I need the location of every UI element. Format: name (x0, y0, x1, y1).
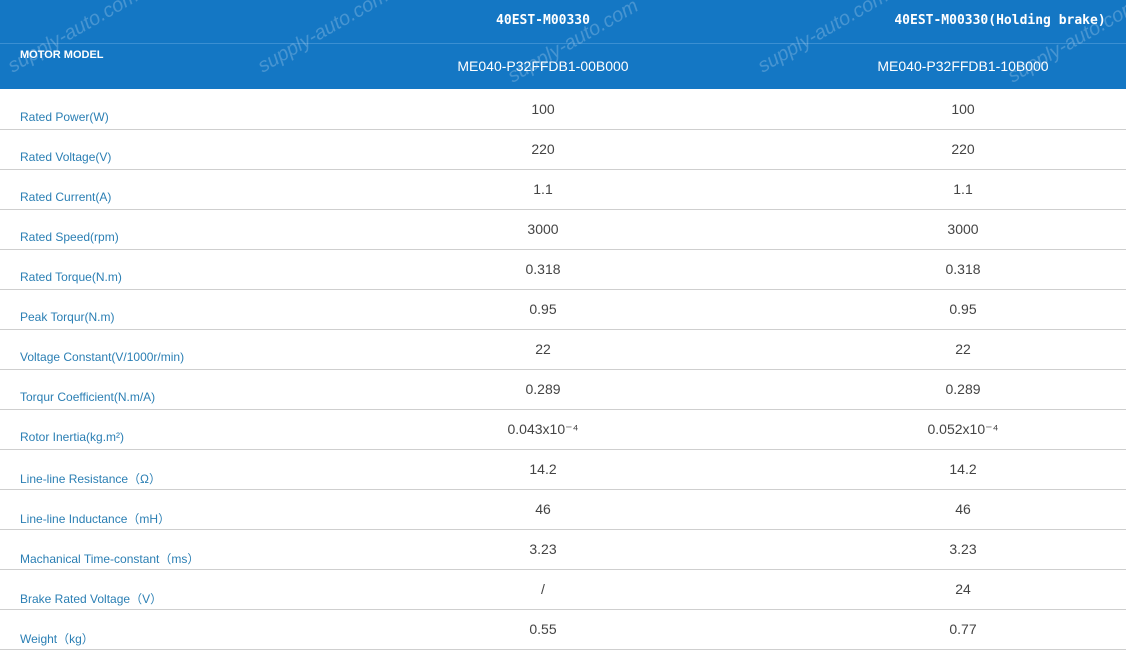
table-row: Rated Current(A) 1.1 1.1 (0, 169, 1126, 210)
row-value: 0.043x10⁻⁴ (507, 421, 579, 437)
column-model: ME040-P32FFDB1-00B000 (457, 58, 629, 74)
table-row: Rotor Inertia(kg.m²) 0.043x10⁻⁴ 0.052x10… (0, 409, 1126, 450)
row-value: 14.2 (529, 461, 557, 477)
column-model: ME040-P32FFDB1-10B000 (877, 58, 1049, 74)
row-value: 3000 (947, 221, 979, 237)
row-label: Rated Power(W) (20, 110, 109, 124)
table-row: Peak Torqur(N.m) 0.95 0.95 (0, 289, 1126, 330)
table-row: Rated Speed(rpm) 3000 3000 (0, 209, 1126, 250)
row-label: Line-line Inductance（mH） (20, 512, 171, 526)
row-value: 3.23 (529, 541, 557, 557)
table-row: Rated Power(W) 100 100 (0, 89, 1126, 130)
table-row: Brake Rated Voltage（V） / 24 (0, 569, 1126, 610)
row-label: Rated Current(A) (20, 190, 112, 204)
table-header: supply-auto.com supply-auto.com supply-a… (0, 0, 1126, 89)
column-series: 40EST-M00330(Holding brake) (894, 13, 1106, 28)
table-row: Rated Torque(N.m) 0.318 0.318 (0, 249, 1126, 290)
table-row: Voltage Constant(V/1000r/min) 22 22 (0, 329, 1126, 370)
row-label: Rotor Inertia(kg.m²) (20, 430, 125, 444)
row-value: 0.95 (529, 301, 557, 317)
table-row: Rated Voltage(V) 220 220 (0, 129, 1126, 170)
row-label: Voltage Constant(V/1000r/min) (20, 350, 185, 364)
row-value: 0.318 (525, 261, 561, 277)
row-value: 22 (535, 341, 551, 357)
row-label: Rated Torque(N.m) (20, 270, 122, 284)
table-row: Machanical Time-constant（ms） 3.23 3.23 (0, 529, 1126, 570)
row-value: 0.55 (529, 621, 557, 637)
row-value: 1.1 (953, 181, 973, 197)
row-value: 100 (531, 101, 555, 117)
watermark: supply-auto.com (754, 0, 893, 78)
row-value: 14.2 (949, 461, 977, 477)
header-divider (0, 43, 1126, 44)
row-value: 0.318 (945, 261, 981, 277)
watermark: supply-auto.com (254, 0, 393, 78)
watermark: supply-auto.com (4, 0, 143, 78)
motor-model-label: MOTOR MODEL (20, 49, 104, 61)
row-label: Brake Rated Voltage（V） (20, 592, 163, 606)
row-value: 0.77 (949, 621, 977, 637)
row-label: Machanical Time-constant（ms） (20, 552, 200, 566)
table-row: Line-line Inductance（mH） 46 46 (0, 489, 1126, 530)
row-value: / (541, 581, 545, 597)
table-row: Torqur Coefficient(N.m/A) 0.289 0.289 (0, 369, 1126, 410)
row-label: Torqur Coefficient(N.m/A) (20, 390, 156, 404)
row-label: Rated Voltage(V) (20, 150, 112, 164)
row-value: 24 (955, 581, 971, 597)
row-label: Peak Torqur(N.m) (20, 310, 115, 324)
row-value: 46 (955, 501, 971, 517)
column-series: 40EST-M00330 (496, 13, 590, 28)
row-value: 220 (951, 141, 975, 157)
row-value: 3000 (527, 221, 559, 237)
row-label: Line-line Resistance（Ω） (20, 472, 162, 486)
row-label: Rated Speed(rpm) (20, 230, 119, 244)
row-value: 0.95 (949, 301, 977, 317)
row-value: 3.23 (949, 541, 977, 557)
row-value: 46 (535, 501, 551, 517)
row-value: 22 (955, 341, 971, 357)
row-label: Weight（kg） (20, 632, 94, 646)
table-row: Line-line Resistance（Ω） 14.2 14.2 (0, 449, 1126, 490)
row-value: 0.289 (945, 381, 981, 397)
row-value: 0.052x10⁻⁴ (927, 421, 999, 437)
row-value: 0.289 (525, 381, 561, 397)
row-value: 1.1 (533, 181, 553, 197)
row-value: 220 (531, 141, 555, 157)
row-value: 100 (951, 101, 975, 117)
table-row: Weight（kg） 0.55 0.77 (0, 609, 1126, 650)
